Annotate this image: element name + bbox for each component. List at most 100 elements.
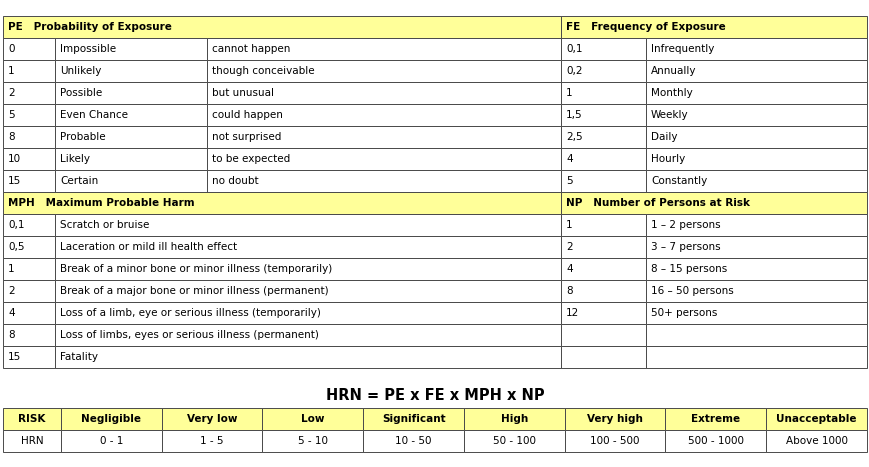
Text: 5: 5 bbox=[8, 110, 15, 120]
Text: 1: 1 bbox=[566, 220, 572, 230]
Text: 5: 5 bbox=[566, 176, 572, 186]
Bar bbox=[55, 324, 561, 346]
Bar bbox=[207, 38, 561, 60]
Bar bbox=[55, 126, 207, 148]
Bar bbox=[363, 430, 463, 452]
Bar bbox=[561, 214, 646, 236]
Bar bbox=[55, 38, 207, 60]
Bar bbox=[3, 170, 55, 192]
Bar bbox=[61, 430, 162, 452]
Bar bbox=[646, 346, 866, 368]
Bar bbox=[55, 280, 561, 302]
Bar bbox=[3, 408, 61, 430]
Bar bbox=[55, 104, 207, 126]
Text: High: High bbox=[501, 414, 527, 424]
Text: 0,1: 0,1 bbox=[8, 220, 24, 230]
Text: Unlikely: Unlikely bbox=[60, 66, 102, 76]
Bar bbox=[646, 38, 866, 60]
Bar bbox=[3, 16, 561, 38]
Text: 2,5: 2,5 bbox=[566, 132, 582, 142]
Text: Hourly: Hourly bbox=[650, 154, 685, 164]
Text: 15: 15 bbox=[8, 176, 21, 186]
Bar bbox=[561, 104, 646, 126]
Text: 2: 2 bbox=[8, 88, 15, 98]
Text: Above 1000: Above 1000 bbox=[785, 436, 846, 446]
Bar bbox=[3, 192, 561, 214]
Text: Scratch or bruise: Scratch or bruise bbox=[60, 220, 149, 230]
Text: 4: 4 bbox=[566, 154, 572, 164]
Text: Laceration or mild ill health effect: Laceration or mild ill health effect bbox=[60, 242, 237, 252]
Bar bbox=[665, 430, 766, 452]
Bar bbox=[646, 148, 866, 170]
Bar bbox=[3, 430, 61, 452]
Text: FE   Frequency of Exposure: FE Frequency of Exposure bbox=[566, 22, 725, 32]
Bar bbox=[561, 192, 866, 214]
Text: 2: 2 bbox=[566, 242, 572, 252]
Text: 0 - 1: 0 - 1 bbox=[100, 436, 123, 446]
Bar bbox=[3, 236, 55, 258]
Bar bbox=[561, 324, 646, 346]
Bar bbox=[766, 430, 866, 452]
Bar bbox=[561, 280, 646, 302]
Bar bbox=[561, 60, 646, 82]
Bar bbox=[3, 302, 55, 324]
Bar bbox=[561, 170, 646, 192]
Bar bbox=[561, 82, 646, 104]
Text: Break of a major bone or minor illness (permanent): Break of a major bone or minor illness (… bbox=[60, 286, 328, 296]
Bar bbox=[561, 16, 866, 38]
Bar bbox=[262, 430, 363, 452]
Text: no doubt: no doubt bbox=[212, 176, 258, 186]
Text: Certain: Certain bbox=[60, 176, 98, 186]
Text: Impossible: Impossible bbox=[60, 44, 116, 54]
Bar bbox=[3, 38, 55, 60]
Bar bbox=[55, 82, 207, 104]
Text: Probable: Probable bbox=[60, 132, 105, 142]
Bar bbox=[766, 408, 866, 430]
Bar bbox=[3, 280, 55, 302]
Text: 8: 8 bbox=[8, 330, 15, 340]
Bar bbox=[564, 430, 665, 452]
Text: Monthly: Monthly bbox=[650, 88, 692, 98]
Text: Loss of limbs, eyes or serious illness (permanent): Loss of limbs, eyes or serious illness (… bbox=[60, 330, 319, 340]
Text: but unusual: but unusual bbox=[212, 88, 274, 98]
Text: 0,1: 0,1 bbox=[566, 44, 582, 54]
Bar bbox=[262, 408, 363, 430]
Bar bbox=[162, 408, 262, 430]
Text: Low: Low bbox=[301, 414, 324, 424]
Text: 1: 1 bbox=[566, 88, 572, 98]
Text: 100 - 500: 100 - 500 bbox=[590, 436, 639, 446]
Text: 2: 2 bbox=[8, 286, 15, 296]
Bar bbox=[3, 104, 55, 126]
Text: 1: 1 bbox=[8, 66, 15, 76]
Text: 0,5: 0,5 bbox=[8, 242, 24, 252]
Text: Break of a minor bone or minor illness (temporarily): Break of a minor bone or minor illness (… bbox=[60, 264, 332, 274]
Bar bbox=[61, 408, 162, 430]
Text: Loss of a limb, eye or serious illness (temporarily): Loss of a limb, eye or serious illness (… bbox=[60, 308, 321, 318]
Text: HRN = PE x FE x MPH x NP: HRN = PE x FE x MPH x NP bbox=[325, 388, 544, 403]
Text: Constantly: Constantly bbox=[650, 176, 706, 186]
Bar bbox=[646, 258, 866, 280]
Bar bbox=[3, 148, 55, 170]
Text: RISK: RISK bbox=[18, 414, 46, 424]
Bar bbox=[207, 126, 561, 148]
Text: Even Chance: Even Chance bbox=[60, 110, 128, 120]
Text: Infrequently: Infrequently bbox=[650, 44, 713, 54]
Text: 0,2: 0,2 bbox=[566, 66, 582, 76]
Bar bbox=[564, 408, 665, 430]
Text: Fatality: Fatality bbox=[60, 352, 98, 362]
Bar bbox=[3, 82, 55, 104]
Text: HRN: HRN bbox=[21, 436, 43, 446]
Bar bbox=[55, 236, 561, 258]
Bar bbox=[55, 214, 561, 236]
Text: though conceivable: though conceivable bbox=[212, 66, 315, 76]
Text: Very high: Very high bbox=[587, 414, 642, 424]
Bar bbox=[646, 302, 866, 324]
Bar bbox=[646, 236, 866, 258]
Bar bbox=[646, 324, 866, 346]
Text: not surprised: not surprised bbox=[212, 132, 281, 142]
Text: Weekly: Weekly bbox=[650, 110, 688, 120]
Bar bbox=[463, 430, 564, 452]
Text: Likely: Likely bbox=[60, 154, 90, 164]
Bar bbox=[561, 236, 646, 258]
Text: 3 – 7 persons: 3 – 7 persons bbox=[650, 242, 720, 252]
